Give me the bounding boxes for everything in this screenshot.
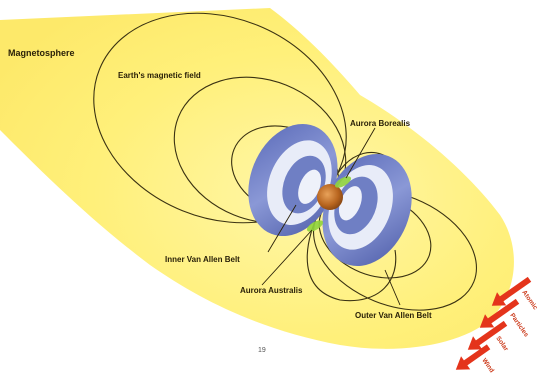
wind-arrow [467,320,508,350]
field-line-south-loop [306,204,397,302]
wind-arrow [491,276,532,306]
outer-belt-label: Outer Van Allen Belt [355,311,432,320]
page-number: 19 [258,347,266,354]
wind-label: Wind [480,357,495,374]
wind-label: Solar [494,335,509,353]
aurora-australis-glow [306,220,324,232]
magnetosphere-label: Magnetosphere [8,48,75,58]
pointer-aurora-australis [261,229,313,286]
pointer-inner-belt [267,204,297,253]
inner-belt-right-gap [338,186,362,221]
aurora-borealis-label: Aurora Borealis [350,119,411,128]
field-line-outer-left [93,12,347,224]
aurora-borealis-glow [334,176,352,188]
earth [317,184,343,210]
wind-arrow [455,344,491,370]
aurora-australis-label: Aurora Australis [240,286,303,295]
wind-arrow [479,298,520,328]
wind-label: Atomic [520,289,539,311]
label-pointers [261,127,401,306]
solar-wind-arrows [455,276,532,370]
pointer-outer-belt [384,269,401,306]
pointer-aurora-borealis [345,127,376,179]
wind-label: Particles [508,312,529,339]
magnetic-field-label: Earth's magnetic field [118,71,201,80]
inner-belt-left-gap [298,169,322,204]
inner-belt-label: Inner Van Allen Belt [165,255,240,264]
van-allen-belts [248,123,412,267]
